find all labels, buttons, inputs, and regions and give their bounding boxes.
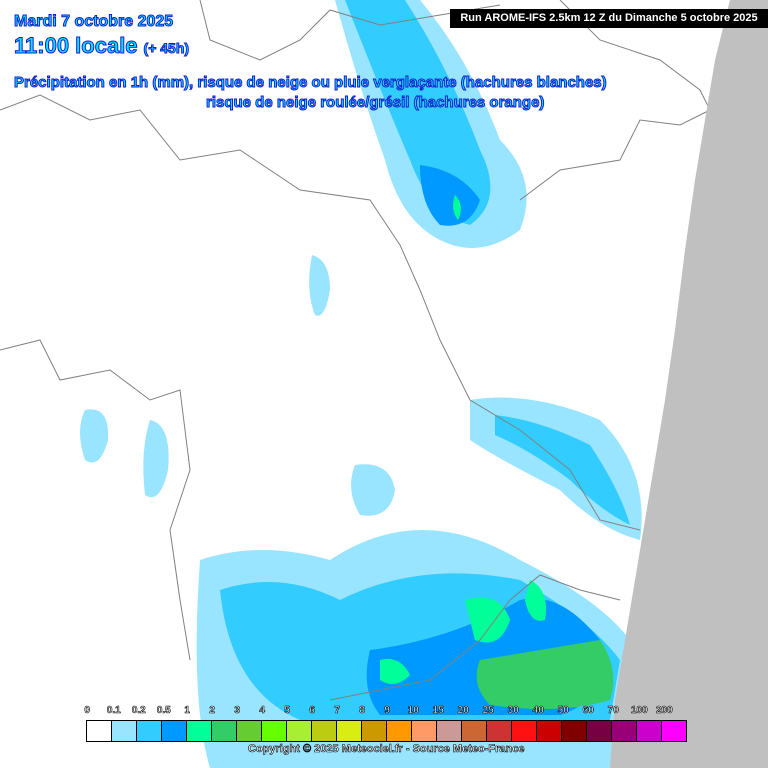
legend-label: 8 — [359, 705, 365, 717]
legend-swatch — [137, 721, 162, 741]
legend-swatch — [612, 721, 637, 741]
legend-label: 5 — [284, 705, 290, 717]
legend-swatch — [237, 721, 262, 741]
legend-swatch — [512, 721, 537, 741]
legend-label: 60 — [582, 705, 594, 717]
legend-swatch — [487, 721, 512, 741]
legend-label: 40 — [532, 705, 544, 717]
forecast-date: Mardi 7 octobre 2025 — [13, 13, 174, 31]
legend-swatch — [387, 721, 412, 741]
legend-swatch — [187, 721, 212, 741]
map-subtitle-1: Précipitation en 1h (mm), risque de neig… — [14, 74, 608, 92]
legend-swatch — [287, 721, 312, 741]
copyright: Copyright © 2025 Meteociel.fr - Source M… — [248, 743, 525, 756]
legend-swatch — [637, 721, 662, 741]
legend-swatch — [87, 721, 112, 741]
legend-label: 0.5 — [156, 705, 172, 717]
legend-label: 30 — [507, 705, 519, 717]
legend-label: 4 — [259, 705, 265, 717]
color-legend — [86, 720, 687, 742]
legend-label: 0.1 — [106, 705, 122, 717]
legend-label: 0.2 — [131, 705, 147, 717]
legend-label: 7 — [334, 705, 340, 717]
legend-label: 25 — [482, 705, 494, 717]
forecast-hour: 11:00 locale (+ 45h) — [14, 33, 190, 59]
legend-label: 2 — [209, 705, 215, 717]
legend-label: 9 — [384, 705, 390, 717]
legend-swatch — [362, 721, 387, 741]
legend-swatch — [437, 721, 462, 741]
legend-label: 6 — [309, 705, 315, 717]
legend-swatch — [662, 721, 686, 741]
legend-swatch — [337, 721, 362, 741]
legend-swatch — [162, 721, 187, 741]
legend-label: 15 — [432, 705, 444, 717]
legend-label: 70 — [607, 705, 619, 717]
legend-swatch — [462, 721, 487, 741]
lead-time: (+ 45h) — [143, 40, 190, 57]
legend-swatch — [262, 721, 287, 741]
legend-label: 1 — [184, 705, 190, 717]
legend-swatch — [112, 721, 137, 741]
legend-swatch — [312, 721, 337, 741]
outside-domain-area — [610, 0, 768, 768]
legend-label: 10 — [407, 705, 419, 717]
legend-swatch — [562, 721, 587, 741]
legend-swatch — [537, 721, 562, 741]
precipitation-areas — [80, 0, 642, 768]
legend-label: 50 — [557, 705, 569, 717]
legend-label: 0 — [84, 705, 90, 717]
legend-label: 100 — [630, 705, 648, 717]
map-subtitle-2: risque de neige roulée/grésil (hachures … — [205, 94, 545, 112]
legend-label: 20 — [457, 705, 469, 717]
legend-swatch — [587, 721, 612, 741]
model-run-label: Run AROME-IFS 2.5km 12 Z du Dimanche 5 o… — [450, 9, 768, 28]
legend-label: 200 — [655, 705, 673, 717]
legend-swatch — [412, 721, 437, 741]
forecast-time: 11:00 locale — [14, 33, 139, 59]
borders — [0, 0, 721, 701]
legend-swatch — [212, 721, 237, 741]
legend-label: 3 — [234, 705, 240, 717]
